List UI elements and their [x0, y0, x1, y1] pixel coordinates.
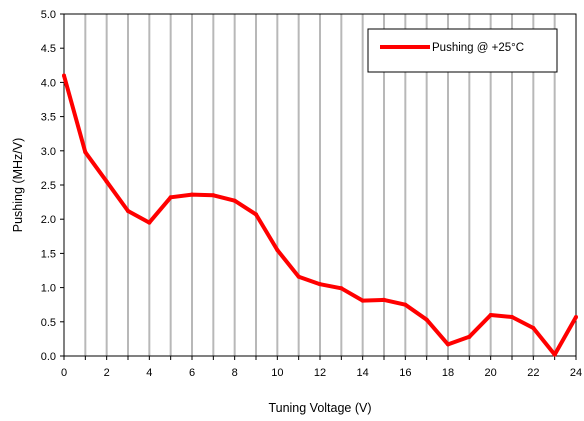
data-point [126, 208, 130, 213]
tick-labels: 0 2 4 6 8 10 12 14 16 18 20 22 240.00.51.01.52.02.53… [41, 9, 582, 379]
y-tick-label: 1.0 [41, 283, 56, 295]
x-tick-label: 8 [232, 367, 238, 379]
series-lines [62, 73, 578, 357]
data-point [403, 302, 408, 307]
data-point [488, 312, 493, 317]
data-point [552, 352, 557, 357]
x-tick-label: 12 [314, 367, 326, 379]
data-point [104, 179, 109, 184]
data-point [83, 150, 88, 155]
x-tick-label: 6 [189, 367, 195, 379]
x-tick-label: 20 [485, 367, 497, 379]
x-tick-label: 22 [527, 367, 539, 379]
x-tick-label: 18 [442, 367, 454, 379]
data-point [62, 73, 66, 78]
y-tick-label: 2.0 [41, 214, 56, 226]
y-tick-label: 4.5 [41, 43, 56, 55]
y-tick-label: 0.5 [41, 317, 56, 329]
axis-ticks [60, 13, 577, 360]
y-tick-label: 3.5 [41, 112, 56, 124]
gridlines [84, 14, 556, 356]
y-tick-label: 1.5 [41, 248, 56, 260]
data-point [360, 298, 365, 303]
y-tick-label: 0.0 [41, 351, 56, 363]
data-point [275, 247, 280, 252]
y-tick-label: 2.5 [41, 180, 56, 192]
x-tick-label: 14 [357, 367, 369, 379]
data-point [254, 212, 258, 217]
data-point [190, 192, 194, 197]
y-axis-title: Pushing (MHz/V) [11, 138, 25, 232]
legend-box [367, 28, 558, 73]
data-point [467, 334, 472, 339]
x-tick-label: 10 [271, 367, 283, 379]
data-point [168, 195, 173, 200]
data-point [446, 342, 450, 347]
y-tick-label: 5.0 [41, 9, 56, 21]
x-tick-label: 4 [146, 367, 152, 379]
data-point [382, 297, 386, 302]
data-point [318, 282, 322, 287]
x-tick-label: 2 [104, 367, 110, 379]
data-point [424, 317, 429, 322]
data-point [574, 315, 578, 320]
x-tick-label: 24 [570, 367, 582, 379]
legend: Pushing @ +25°C [367, 28, 558, 73]
data-point [211, 193, 216, 198]
x-tick-label: 16 [399, 367, 411, 379]
data-point [339, 286, 344, 291]
data-point [147, 220, 152, 225]
y-tick-label: 4.0 [41, 77, 56, 89]
y-tick-label: 3.0 [41, 146, 56, 158]
data-point [296, 274, 301, 279]
x-axis-title: Tuning Voltage (V) [268, 401, 371, 415]
data-point [510, 315, 514, 320]
x-tick-label: 0 [61, 367, 67, 379]
data-point [531, 325, 536, 330]
legend-entry: Pushing @ +25°C [432, 42, 524, 54]
data-point [232, 198, 237, 203]
